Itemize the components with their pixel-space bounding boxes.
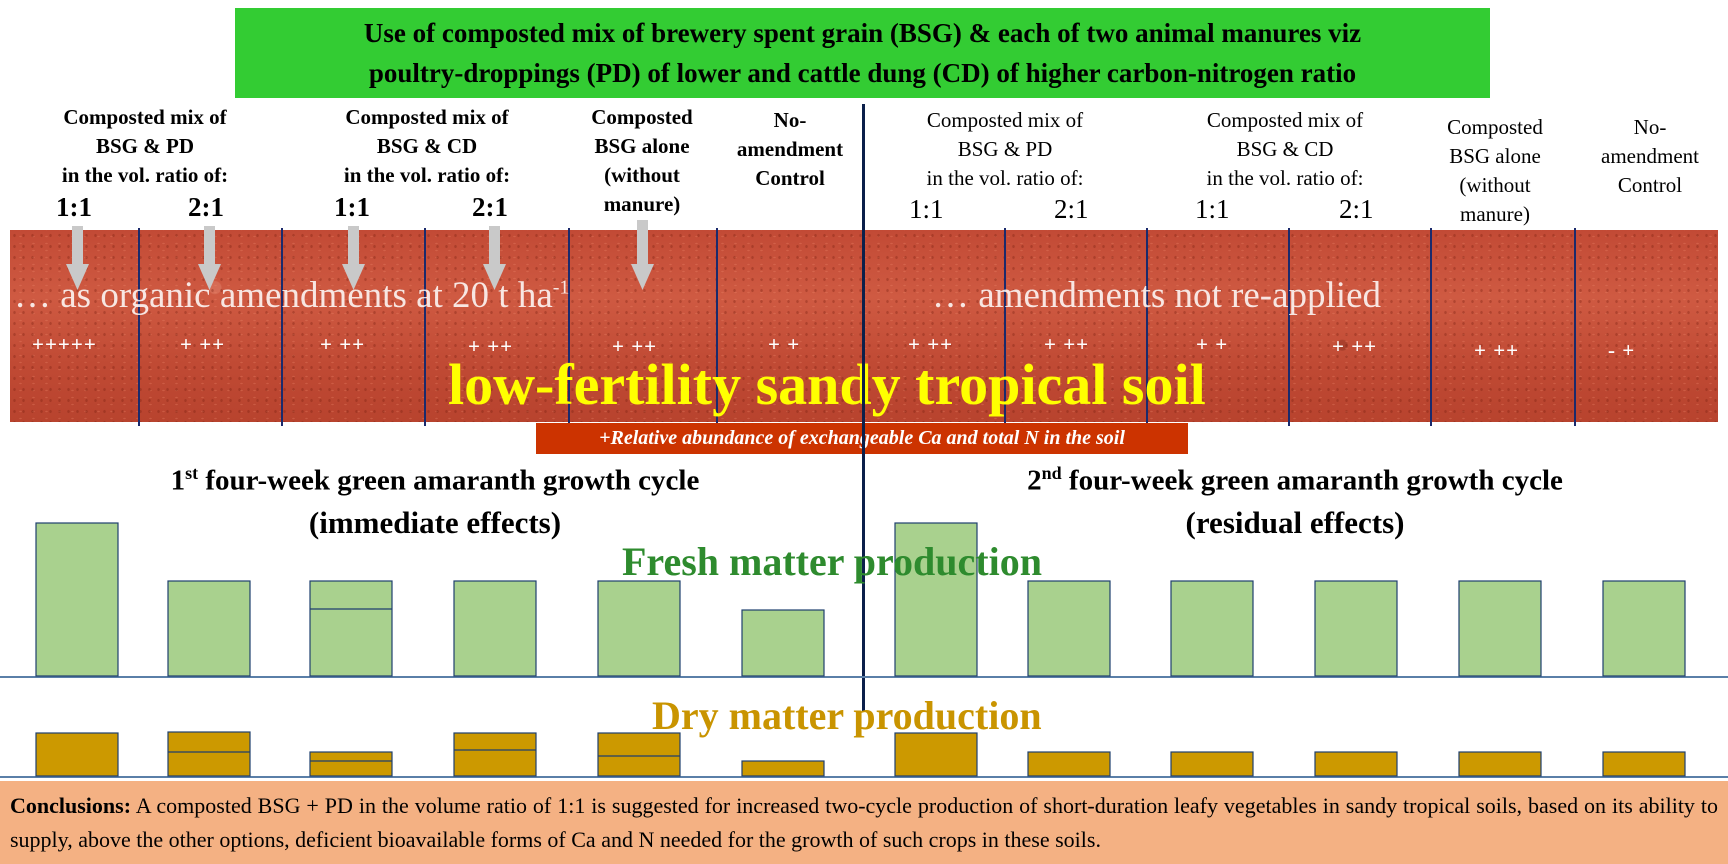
bar-fresh-matter-production-1st-3 [453, 580, 537, 677]
dry-baseline [0, 776, 1728, 778]
dry-matter-label: Dry matter production [652, 693, 1042, 738]
abundance-marks: +++++ [32, 332, 97, 356]
abundance-marks: + ++ [1474, 338, 1520, 362]
right-header-bsg-alone: Composted BSG alone (without manure) [1447, 115, 1543, 226]
bar-fresh-matter-production-2nd-5 [1602, 580, 1686, 677]
first-cycle-heading: 1st four-week green amaranth growth cycl… [60, 452, 810, 544]
bar-fresh-matter-production-2nd-3 [1314, 580, 1398, 677]
bar-fresh-matter-production-1st-0 [35, 522, 119, 677]
abundance-marks: + ++ [180, 332, 226, 356]
bar-dry-matter-production-1st-1 [167, 731, 251, 777]
bar-dry-matter-production-1st-4 [597, 732, 681, 777]
plot-divider [281, 228, 283, 426]
left-header-bsg-pd: Composted mix of BSG & PD in the vol. rati… [61, 105, 229, 187]
plot-divider [1004, 228, 1006, 426]
conclusion-box: Conclusions: A composted BSG + PD in the… [0, 781, 1728, 864]
conclusion-text: A composted BSG + PD in the volume ratio… [10, 793, 1718, 852]
conclusion-label: Conclusions: [10, 793, 132, 818]
plot-divider [138, 228, 140, 426]
plot-divider [1288, 228, 1290, 426]
abundance-marks: + ++ [612, 334, 658, 358]
plot-divider [424, 228, 426, 426]
second-cycle-heading: 2nd four-week green amaranth growth cycl… [920, 452, 1670, 544]
bar-dry-matter-production-1st-3 [453, 732, 537, 777]
fresh-matter-label: Fresh matter production [622, 539, 1042, 584]
title-line-2: poultry-droppings (PD) of lower and catt… [368, 58, 1357, 88]
abundance-marks: + ++ [908, 332, 954, 356]
bar-dry-matter-production-1st-2 [309, 751, 393, 777]
left-ratio-pd-1-1: 1:1 [56, 192, 92, 222]
bar-dry-matter-production-2nd-3 [1314, 751, 1398, 777]
bar-dry-matter-production-2nd-0 [894, 732, 978, 777]
plot-divider [1146, 228, 1148, 426]
soil-overlay-right: … amendments not re-applied [932, 275, 1382, 316]
abundance-marks: + ++ [468, 334, 514, 358]
cycle-divider [862, 104, 865, 712]
right-ratio-cd-1-1: 1:1 [1195, 194, 1230, 224]
plot-divider [1574, 228, 1576, 426]
plot-divider [568, 228, 570, 426]
abundance-marks: + ++ [320, 332, 366, 356]
abundance-marks: - + [1608, 338, 1636, 362]
bar-dry-matter-production-1st-5 [741, 760, 825, 777]
bar-fresh-matter-production-1st-5 [741, 609, 825, 677]
fresh-baseline [0, 676, 1728, 678]
bar-fresh-matter-production-1st-1 [167, 580, 251, 677]
left-ratio-cd-2-1: 2:1 [472, 192, 508, 222]
bar-fresh-matter-production-1st-2 [309, 580, 393, 677]
title-banner: Use of composted mix of brewery spent gr… [235, 8, 1490, 98]
bar-fresh-matter-production-2nd-1 [1027, 580, 1111, 677]
left-ratio-cd-1-1: 1:1 [334, 192, 370, 222]
abundance-marks: + + [768, 332, 801, 356]
right-header-bsg-pd: Composted mix of BSG & PD in the vol. rati… [926, 108, 1084, 190]
abundance-marks: + ++ [1332, 334, 1378, 358]
first-cycle-effect: (immediate effects) [308, 504, 562, 540]
soil-label: low-fertility sandy tropical soil [448, 352, 1206, 417]
bar-fresh-matter-production-2nd-4 [1458, 580, 1542, 677]
plot-divider [716, 228, 718, 426]
left-header-control: No-amendment Control [736, 108, 844, 190]
right-header-control: No-amendment Control [1601, 115, 1699, 197]
left-header-bsg-alone: Composted BSG alone (without manure) [591, 105, 693, 216]
bar-dry-matter-production-2nd-2 [1170, 751, 1254, 777]
left-header-bsg-cd: Composted mix of BSG & CD in the vol. rati… [343, 105, 511, 187]
right-ratio-cd-2-1: 2:1 [1339, 194, 1374, 224]
second-cycle-effect: (residual effects) [1185, 504, 1405, 540]
left-ratio-pd-2-1: 2:1 [188, 192, 224, 222]
bar-fresh-matter-production-2nd-2 [1170, 580, 1254, 677]
soil-overlay-left: … as organic amendments at 20 t ha-1 [14, 275, 570, 316]
bar-dry-matter-production-2nd-1 [1027, 751, 1111, 777]
right-header-bsg-cd: Composted mix of BSG & CD in the vol. rati… [1206, 108, 1364, 190]
abundance-marks: + + [1196, 332, 1229, 356]
plot-divider [1430, 228, 1432, 426]
abundance-marks: + ++ [1044, 332, 1090, 356]
bar-fresh-matter-production-1st-4 [597, 580, 681, 677]
right-ratio-pd-1-1: 1:1 [909, 194, 944, 224]
bar-dry-matter-production-2nd-4 [1458, 751, 1542, 777]
bar-dry-matter-production-2nd-5 [1602, 751, 1686, 777]
bar-dry-matter-production-1st-0 [35, 732, 119, 777]
title-line-1: Use of composted mix of brewery spent gr… [363, 18, 1362, 48]
right-ratio-pd-2-1: 2:1 [1054, 194, 1089, 224]
bar-fresh-matter-production-2nd-0 [894, 522, 978, 677]
